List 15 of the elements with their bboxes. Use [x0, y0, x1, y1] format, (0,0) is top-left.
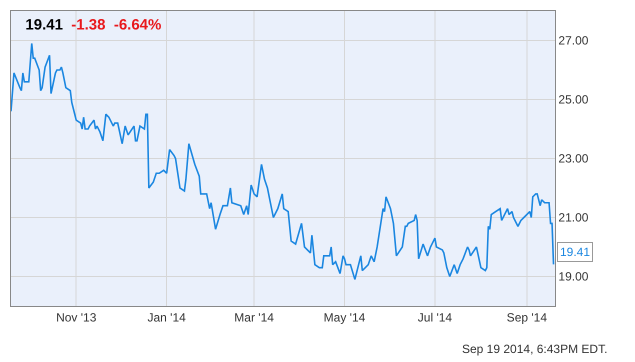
x-tick-label: Jul '14	[418, 310, 452, 324]
y-tick-label: 27.00	[558, 34, 589, 48]
y-tick-label: 23.00	[558, 152, 589, 166]
chart-title: 19.41 -1.38 -6.64%	[25, 16, 162, 34]
y-tick-label: 25.00	[558, 92, 589, 107]
y-tick-label: 21.00	[558, 210, 589, 225]
x-tick-label: Jan '14	[147, 310, 186, 324]
x-tick-label: Sep '14	[506, 310, 548, 324]
text: Sep 19 2014, 6:43PM EDT.	[462, 342, 608, 356]
x-tick-label: Nov '13	[56, 310, 97, 324]
y-tick-label: 19.00	[558, 270, 589, 284]
line-series	[11, 42, 554, 280]
x-tick-label: May '14	[324, 310, 366, 324]
x-tick-label: Mar '14	[234, 310, 274, 324]
annotation: 19.41	[560, 245, 590, 259]
